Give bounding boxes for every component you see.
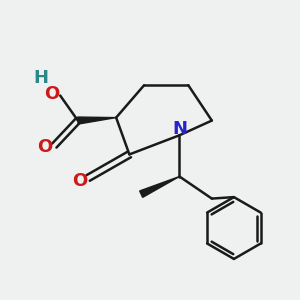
Text: O: O bbox=[44, 85, 60, 103]
Polygon shape bbox=[140, 176, 179, 197]
Text: H: H bbox=[34, 69, 49, 87]
Text: O: O bbox=[37, 138, 52, 156]
Text: N: N bbox=[172, 120, 188, 138]
Polygon shape bbox=[78, 117, 116, 124]
Text: O: O bbox=[72, 172, 88, 190]
